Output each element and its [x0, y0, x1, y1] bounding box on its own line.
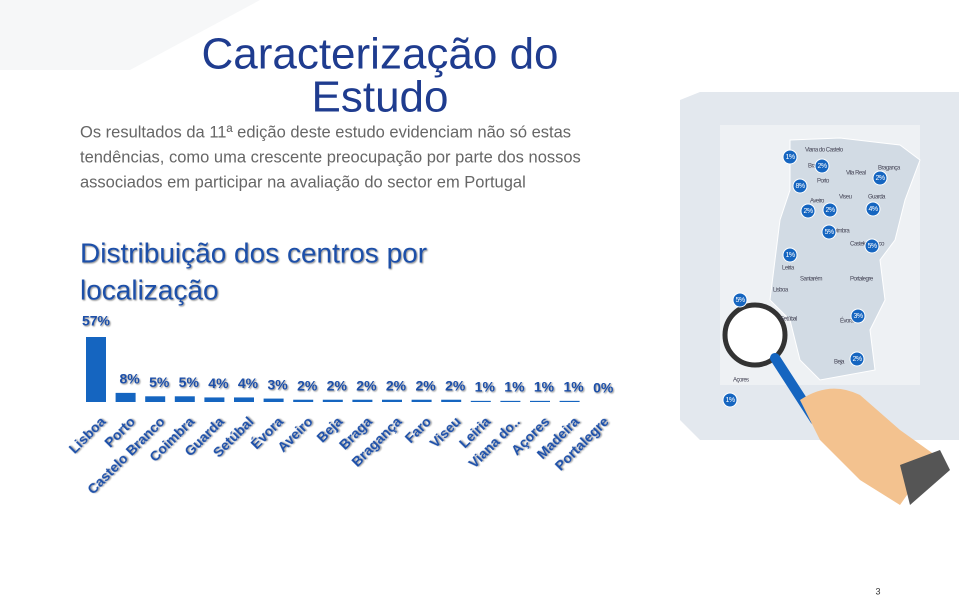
map-label: 1%: [785, 154, 794, 161]
value-label: 3%: [267, 376, 288, 392]
hand: [800, 388, 935, 505]
bar: [86, 337, 106, 402]
map-marker: [872, 170, 888, 186]
map-marker: [849, 351, 865, 367]
value-label: 2%: [327, 377, 348, 393]
value-label: 2%: [445, 377, 466, 393]
value-label: 57%: [82, 313, 111, 329]
value-label: 0%: [593, 380, 614, 396]
corner-shape: [0, 0, 260, 70]
section-title: Distribuição dos centros por: [80, 237, 427, 268]
magnifier: [722, 302, 788, 368]
sleeve: [900, 450, 950, 505]
intro: associados em participar na avaliação do…: [80, 173, 526, 191]
page-number: 3: [875, 586, 880, 596]
bar: [145, 396, 166, 402]
value-label: 5%: [149, 374, 170, 390]
map-label: 2%: [803, 208, 812, 215]
map-label: Vila Real: [846, 171, 866, 177]
map-label: 2%: [875, 175, 884, 182]
map-label: 1%: [785, 252, 794, 259]
map-label: 2%: [817, 163, 826, 170]
bar: [411, 399, 432, 402]
map-label: 5%: [824, 229, 833, 236]
map-label: Beja: [834, 360, 845, 366]
map-label: Açores: [733, 378, 749, 384]
bar: [530, 400, 550, 402]
map-label: Aveiro: [810, 199, 825, 205]
value-label: 2%: [356, 377, 377, 393]
map-label: 5%: [867, 243, 876, 250]
map-label: Bragança: [878, 166, 901, 172]
value-label: 1%: [563, 379, 584, 395]
bar: [174, 396, 195, 402]
map-label: 5%: [735, 297, 744, 304]
intro: Os resultados da 11ª edição deste estudo…: [80, 123, 571, 141]
map-label: 3%: [853, 313, 862, 320]
map-marker: [782, 247, 798, 263]
map-label: Coimbra: [830, 229, 850, 235]
map-label: Évora: [840, 318, 854, 325]
map-illustration: [680, 92, 959, 505]
section-title: localização: [80, 274, 219, 305]
map-label: 2%: [825, 207, 834, 214]
map-label: 1%: [725, 397, 734, 404]
map-marker: [800, 203, 816, 219]
bar: [559, 400, 580, 402]
value-label: 1%: [504, 379, 525, 395]
map-label: Guarda: [868, 195, 886, 201]
map-marker: [722, 392, 738, 408]
map-label: Porto: [817, 179, 830, 185]
map-marker: [865, 201, 881, 217]
map-marker: [822, 202, 838, 218]
map-marker: [864, 238, 880, 254]
map-label: Leiria: [782, 266, 795, 272]
map-marker: [814, 158, 830, 174]
value-label: 2%: [415, 377, 436, 393]
bar: [322, 399, 343, 402]
map-label: 4%: [868, 206, 877, 213]
map-label: Lisboa: [773, 288, 789, 294]
bar: [441, 399, 462, 402]
value-label: 2%: [386, 377, 407, 393]
value-label: 4%: [208, 375, 229, 391]
bar: [352, 399, 373, 402]
map-country: [769, 137, 921, 381]
map-label: Viana do Castelo: [805, 148, 844, 154]
value-label: 1%: [534, 379, 555, 395]
bar: [234, 397, 254, 402]
bar: [382, 399, 402, 402]
value-label: 5%: [179, 374, 200, 390]
map-marker: [782, 149, 798, 165]
map-label: Portalegre: [850, 277, 874, 283]
map-label: Viseu: [839, 195, 852, 201]
bar: [293, 399, 314, 402]
title: Caracterização do: [201, 30, 558, 79]
value-label: 4%: [238, 375, 259, 391]
bar: [115, 392, 136, 402]
map-marker: [792, 178, 808, 194]
bar: [263, 398, 284, 402]
bar: [204, 397, 225, 402]
map-marker: [732, 292, 748, 308]
intro: tendências, como uma crescente preocupaç…: [80, 148, 581, 166]
map-label: 2%: [852, 356, 861, 363]
value-label: 1%: [475, 379, 496, 395]
map-label: Setúbal: [780, 317, 797, 323]
value-label: 8%: [119, 371, 140, 387]
bar: [500, 400, 521, 402]
map-label: Santarém: [800, 277, 823, 283]
map-label: 8%: [795, 183, 804, 190]
bar: [470, 400, 491, 402]
map-marker: [850, 308, 866, 324]
map-marker: [821, 224, 837, 240]
value-label: 2%: [297, 377, 318, 393]
title: Estudo: [312, 73, 449, 122]
